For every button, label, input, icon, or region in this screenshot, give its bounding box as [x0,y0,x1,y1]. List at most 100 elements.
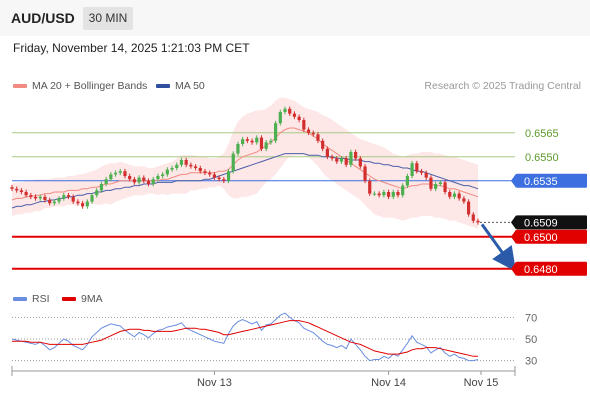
candle-up [90,195,94,202]
candle-up [405,176,409,186]
candle-up [255,137,259,143]
candle-up [62,195,66,199]
candle-down [128,176,132,180]
level-label: 0.6500 [524,232,558,244]
candle-up [372,193,377,195]
candle-down [203,171,207,173]
candle-down [377,193,381,196]
candle-up [410,163,414,176]
level-badge-pointer [511,215,516,230]
legend-rsi: RSI [13,293,50,305]
candle-down [71,196,75,202]
candle-down [429,177,433,189]
level-badge-pointer [511,173,516,188]
candle-down [448,192,452,197]
candle-down [321,140,325,149]
candle-down [311,132,315,135]
candle-down [471,214,475,221]
candle-up [99,184,104,191]
candle-up [278,112,282,124]
level-label: 0.6509 [524,217,558,229]
legend-ma50-label: MA 50 [175,80,205,92]
rsi-line [11,312,479,362]
candle-up [283,108,287,112]
instrument-name: AUD/USD [11,10,75,26]
candle-up [170,168,174,170]
ma20-line [11,127,479,201]
chart-datetime: Friday, November 14, 2025 1:21:03 PM CET [13,41,250,55]
candle-down [222,179,226,181]
candle-down [344,158,348,165]
candle-down [466,201,471,215]
candle-up [95,190,99,196]
candle-down [424,172,428,178]
candle-up [438,182,442,184]
level-badge [516,173,587,188]
x-tick-label: Nov 15 [464,377,499,389]
candle-down [316,134,320,141]
level-badge [516,215,587,230]
candle-down [146,180,151,184]
candle-down [386,192,391,197]
candle-down [19,190,24,192]
candle-up [391,192,395,197]
legend-rsi-label: RSI [32,293,50,305]
candle-up [434,184,438,189]
candle-up [226,171,231,181]
level-label: 0.6535 [524,176,558,188]
level-badge [516,261,587,276]
candle-up [179,160,184,165]
candle-up [156,176,160,180]
candle-down [212,174,217,178]
timeframe-badge[interactable]: 30 MIN [83,7,133,30]
rsi-swatch [13,297,27,302]
candle-down [76,201,80,204]
candle-down [123,171,127,176]
level-badge-pointer [511,261,516,276]
candle-up [165,169,169,175]
header-bar: AUD/USD 30 MIN [0,0,590,36]
x-tick-label: Nov 13 [197,377,232,389]
candle-down [288,108,292,114]
candle-down [10,187,14,189]
candle-up [401,185,405,196]
candle-up [264,142,268,149]
candle-down [193,166,198,168]
candle-down [325,148,329,157]
candle-up [161,174,165,176]
level-label: 0.6480 [524,264,558,276]
candle-down [476,220,480,223]
legend-ma20-label: MA 20 + Bollinger Bands [32,80,148,92]
candle-down [245,139,249,141]
candle-down [15,188,19,191]
candle-down [330,156,334,159]
candle-up [38,196,42,199]
candle-up [104,179,108,184]
candle-down [33,196,38,199]
bollinger-band [12,97,478,229]
ma50-swatch [156,84,170,89]
level-badge [516,229,587,244]
legend-rsi-ma: 9MA [62,293,103,305]
legend-ma20: MA 20 + Bollinger Bands [13,80,147,92]
rsi-ma-line [12,320,478,357]
candle-down [29,195,33,197]
level-label: 0.6550 [525,152,559,164]
rsi-tick-label: 50 [525,334,537,346]
research-credit: Research © 2025 Trading Central [424,80,581,92]
candle-down [43,196,47,200]
candle-up [52,201,56,204]
candle-down [354,152,358,159]
candle-down [396,192,400,196]
candle-down [415,163,419,172]
candle-down [142,177,146,181]
rsi-tick-label: 70 [525,312,537,324]
candle-down [66,195,71,197]
candle-down [184,160,188,165]
candle-down [335,158,339,162]
candle-down [419,171,424,173]
ma50-line [11,153,479,209]
candle-down [132,179,136,183]
candle-down [208,172,212,175]
